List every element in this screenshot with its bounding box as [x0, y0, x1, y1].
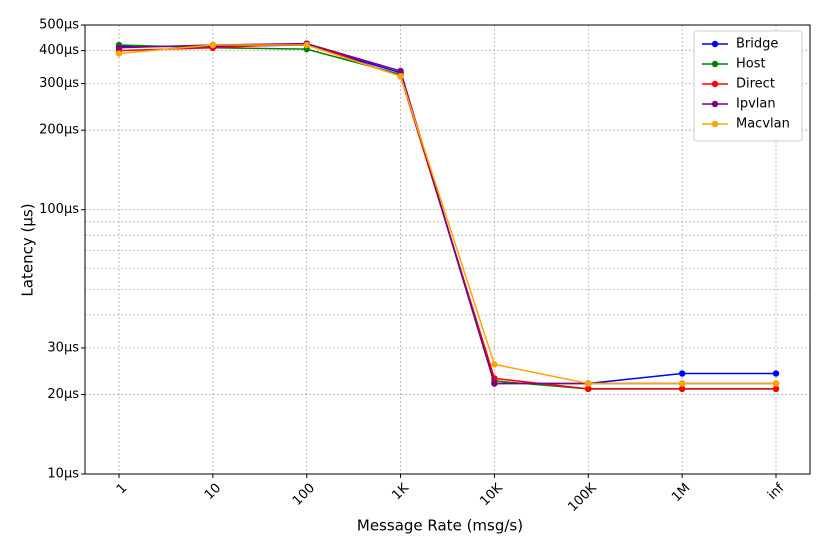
series-line: [119, 44, 776, 385]
point: [115, 50, 123, 57]
legend-label: Bridge: [736, 37, 778, 52]
point: [209, 41, 217, 49]
x-tick-label: 1: [114, 481, 130, 497]
legend-label: Macvlan: [736, 117, 790, 132]
point: [585, 385, 592, 393]
point: [397, 73, 404, 80]
y-tick-label: 10µs: [47, 467, 79, 482]
x-tick-label: 100: [290, 481, 318, 509]
series-line: [118, 42, 776, 390]
legend-label: Direct: [736, 77, 775, 92]
point: [491, 380, 498, 387]
x-tick-label: 1K: [389, 480, 412, 503]
x-tick-label: 100K: [565, 480, 600, 515]
legend-label: Ipvlan: [736, 97, 776, 112]
legend-marker: [711, 80, 719, 88]
point: [397, 67, 404, 75]
legend-marker: [711, 40, 719, 48]
x-tick-label: 10K: [477, 480, 506, 509]
x-tick-label: inf: [765, 480, 788, 503]
legend-marker: [711, 120, 719, 128]
y-tick-label: 100µs: [39, 202, 79, 217]
point: [303, 41, 310, 49]
legend-marker: [711, 100, 719, 108]
series-line: [118, 42, 776, 385]
legend-box: [693, 30, 803, 142]
point: [115, 44, 123, 51]
y-tick-label: 400µs: [39, 43, 79, 58]
y-tick-label: 20µs: [47, 387, 79, 402]
y-tick-label: 300µs: [39, 76, 79, 91]
x-tick-label: 1M: [669, 481, 693, 505]
point: [678, 380, 686, 387]
x-axis-label: Message Rate (msg/s): [357, 517, 523, 535]
point: [772, 380, 780, 387]
y-axis-label: Latency (µs): [19, 203, 37, 296]
point: [772, 370, 780, 377]
series-line: [118, 44, 776, 390]
legend-label: Host: [736, 57, 766, 72]
point: [678, 370, 686, 377]
point: [491, 361, 498, 368]
x-tick-label: 10: [202, 481, 224, 503]
point: [772, 385, 780, 393]
y-tick-label: 200µs: [39, 123, 79, 138]
point: [585, 380, 592, 387]
series-line: [118, 44, 776, 385]
y-tick-label: 30µs: [47, 340, 79, 355]
plot-frame: [84, 24, 811, 475]
y-tick-label: 500µs: [39, 18, 79, 33]
legend-marker: [711, 60, 719, 68]
point: [678, 385, 686, 393]
